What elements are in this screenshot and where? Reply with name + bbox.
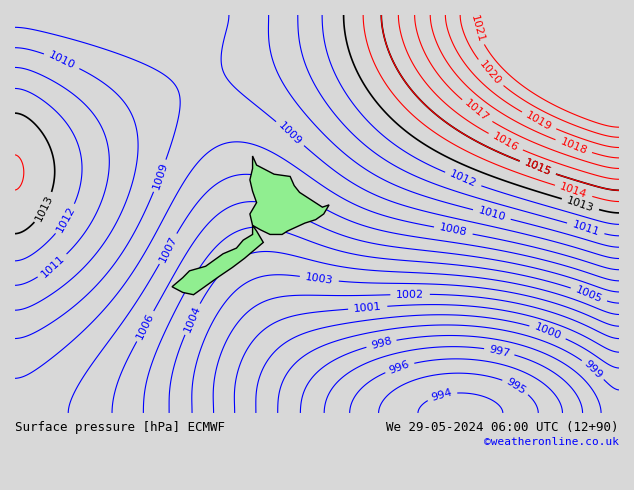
Text: 995: 995 [505, 376, 527, 396]
Text: 1019: 1019 [524, 110, 553, 132]
Text: 1001: 1001 [353, 301, 382, 314]
Text: 1003: 1003 [305, 272, 334, 286]
Polygon shape [250, 156, 329, 234]
Text: 1004: 1004 [182, 304, 202, 334]
Text: 1009: 1009 [151, 161, 169, 191]
Text: 996: 996 [388, 359, 411, 376]
Text: 1013: 1013 [34, 193, 55, 222]
Text: We 29-05-2024 06:00 UTC (12+90): We 29-05-2024 06:00 UTC (12+90) [387, 421, 619, 434]
Text: 1012: 1012 [55, 204, 77, 234]
Text: 1012: 1012 [448, 169, 478, 190]
Text: 1007: 1007 [157, 234, 179, 264]
Text: 999: 999 [582, 359, 604, 381]
Text: 1011: 1011 [571, 219, 600, 238]
Text: 994: 994 [430, 387, 453, 403]
Polygon shape [172, 225, 263, 294]
Text: 1020: 1020 [477, 59, 503, 87]
Text: 1014: 1014 [559, 182, 588, 200]
Text: 1008: 1008 [439, 222, 468, 238]
Text: ©weatheronline.co.uk: ©weatheronline.co.uk [484, 437, 619, 447]
Text: 1005: 1005 [574, 284, 604, 304]
Text: 997: 997 [488, 344, 511, 359]
Text: 1013: 1013 [566, 195, 595, 214]
Text: Surface pressure [hPa] ECMWF: Surface pressure [hPa] ECMWF [15, 421, 225, 434]
Text: 1016: 1016 [491, 131, 520, 153]
Text: 1010: 1010 [47, 50, 77, 72]
Text: 1009: 1009 [276, 120, 304, 147]
Text: 1021: 1021 [469, 14, 486, 44]
Text: 1010: 1010 [477, 206, 507, 223]
Text: 1015: 1015 [523, 158, 553, 178]
Text: 1015: 1015 [523, 158, 553, 178]
Text: 1018: 1018 [559, 137, 588, 156]
Text: 998: 998 [370, 336, 393, 351]
Text: 1011: 1011 [39, 253, 67, 279]
Text: 1006: 1006 [134, 312, 156, 341]
Text: 1002: 1002 [396, 289, 424, 299]
Text: 1017: 1017 [463, 98, 491, 124]
Text: 1000: 1000 [533, 322, 563, 342]
